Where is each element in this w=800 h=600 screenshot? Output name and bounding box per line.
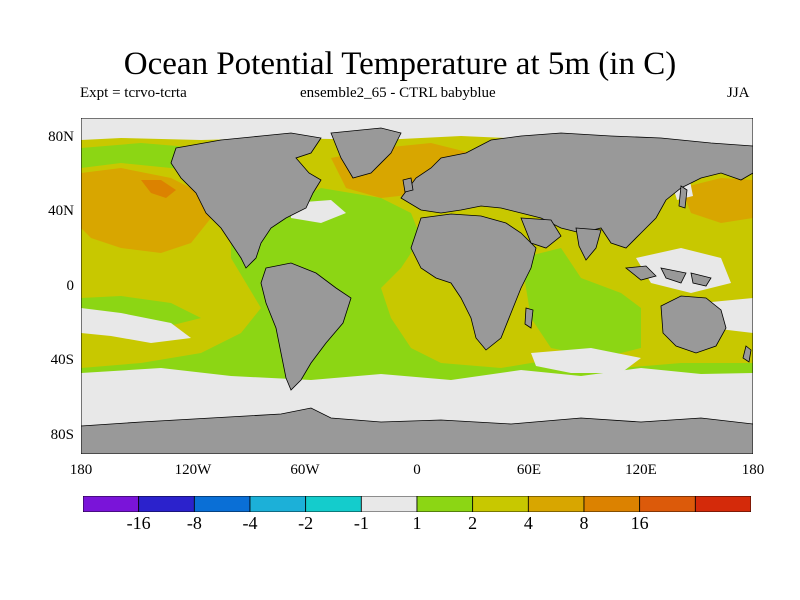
ocean-green-indian <box>521 248 641 358</box>
lat-label-80s: 80S <box>50 427 74 443</box>
map-title: Ocean Potential Temperature at 5m (in C) <box>123 46 677 82</box>
ocean-white-south <box>81 368 753 428</box>
colorbar-tick-label: -4 <box>242 513 258 533</box>
colorbar-swatch <box>138 496 195 512</box>
experiment-label: Expt = tcrvo-tcrta <box>80 85 187 101</box>
season-label: JJA <box>727 85 750 101</box>
colorbar-swatch <box>360 496 418 512</box>
map-svg <box>81 118 753 454</box>
africa <box>410 213 537 351</box>
colorbar-swatch <box>527 496 585 512</box>
north-america <box>170 132 322 269</box>
british-isles <box>402 177 414 193</box>
colorbar-tick-label: 16 <box>630 513 649 533</box>
lon-label-120w: 120W <box>174 462 212 478</box>
lat-label-40s: 40S <box>50 352 74 368</box>
lat-label-40n: 40N <box>48 203 74 219</box>
colorbar-tick-label: -8 <box>186 513 202 533</box>
madagascar <box>524 307 534 329</box>
greenland <box>330 127 402 179</box>
lat-label-eq: 0 <box>66 278 75 294</box>
colorbar-tick-label: 4 <box>523 513 533 533</box>
land-masses <box>81 127 753 454</box>
arabia <box>520 217 562 249</box>
new-zealand <box>742 345 752 363</box>
lon-label-180w: 180 <box>69 462 93 478</box>
ocean-orange-npac <box>81 168 211 253</box>
colorbar-swatch <box>583 496 641 512</box>
colorbar-swatch <box>472 496 529 512</box>
colorbar-swatch <box>305 496 362 512</box>
japan <box>678 185 688 209</box>
colorbar-tick-label: -16 <box>126 513 151 533</box>
australia <box>660 295 727 354</box>
indonesia <box>624 265 712 287</box>
colorbar-tick-label: -1 <box>353 513 369 533</box>
colorbar-swatch <box>639 496 696 512</box>
lat-label-80n: 80N <box>48 129 74 145</box>
lon-label-0: 0 <box>413 462 421 478</box>
lon-label-120e: 120E <box>625 462 657 478</box>
south-america <box>260 262 352 391</box>
ocean-white-scurl <box>81 308 191 343</box>
colorbar-swatch <box>193 496 251 512</box>
ensemble-label: ensemble2_65 - CTRL babyblue <box>300 85 496 101</box>
colorbar-tick-label: 8 <box>579 513 589 533</box>
ocean-white-sind <box>531 348 641 373</box>
ocean-orange-dark <box>141 180 176 198</box>
antarctica <box>81 407 753 454</box>
colorbar <box>83 496 751 512</box>
colorbar-tick-label: 1 <box>412 513 422 533</box>
lon-label-60e: 60E <box>516 462 542 478</box>
india <box>575 227 602 261</box>
colorbar-tick-label: -2 <box>298 513 314 533</box>
colorbar-swatch <box>694 496 751 512</box>
lon-label-180e: 180 <box>741 462 765 478</box>
lon-label-60w: 60W <box>290 462 320 478</box>
world-map <box>81 118 753 454</box>
colorbar-swatch <box>83 496 140 512</box>
colorbar-swatch <box>249 496 307 512</box>
colorbar-tick-label: 2 <box>468 513 478 533</box>
ocean-orange-wpac <box>681 178 753 223</box>
colorbar-swatch <box>416 496 474 512</box>
